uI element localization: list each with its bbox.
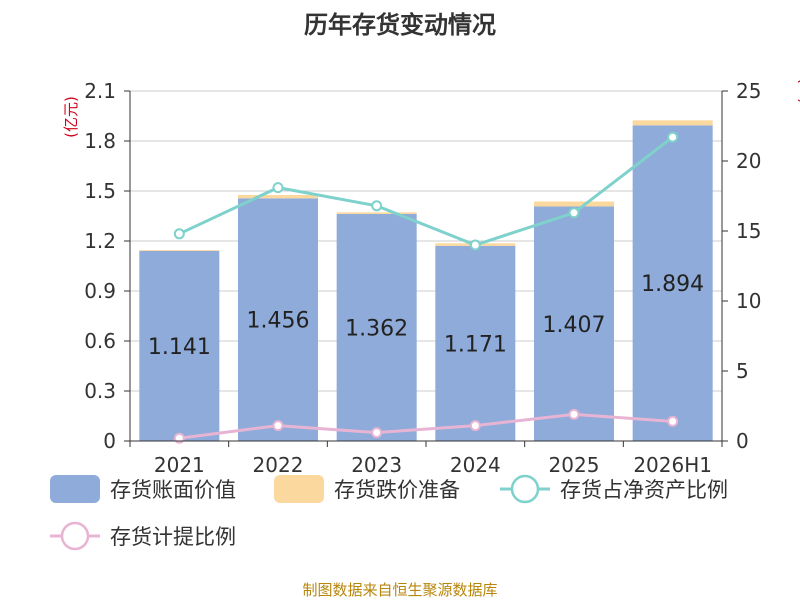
bar-impairment-reserve xyxy=(139,250,220,251)
line-provision-ratio xyxy=(179,412,673,440)
bar-value-label: 1.407 xyxy=(543,313,606,338)
bar-impairment-reserve xyxy=(632,120,713,126)
left-tick-label: 2.1 xyxy=(84,79,116,103)
point-inventory-to-net-assets xyxy=(173,228,185,240)
point-provision-ratio xyxy=(469,420,481,432)
bar-impairment-reserve xyxy=(238,195,318,199)
left-tick-label: 0.9 xyxy=(84,279,116,303)
left-tick-label: 0.3 xyxy=(84,379,116,403)
left-tick-label: 0.6 xyxy=(84,329,116,353)
bar-book-value xyxy=(139,250,220,441)
point-inventory-to-net-assets xyxy=(371,200,383,212)
bar-value-label: 1.171 xyxy=(444,332,507,357)
legend-label: 存货计提比例 xyxy=(110,525,236,549)
x-tick-label: 2024 xyxy=(450,453,501,477)
gridlines xyxy=(130,90,722,442)
point-provision-ratio xyxy=(272,420,284,432)
left-tick-label: 0 xyxy=(103,429,116,453)
legend-label: 存货账面价值 xyxy=(110,478,236,502)
source-note: 制图数据来自恒生聚源数据库 xyxy=(302,581,497,599)
point-provision-ratio xyxy=(173,432,185,444)
left-tick-label: 1.2 xyxy=(84,229,116,253)
legend-label: 存货占净资产比例 xyxy=(560,478,728,502)
point-inventory-to-net-assets xyxy=(272,182,284,194)
bar-impairment-reserve xyxy=(534,201,614,207)
legend-marker xyxy=(510,474,540,504)
left-tick-label: 1.5 xyxy=(84,179,116,203)
right-tick-label: 0 xyxy=(736,429,749,453)
bar-book-value xyxy=(632,125,713,441)
legend-swatch xyxy=(50,475,100,503)
right-tick-label: 15 xyxy=(736,219,761,243)
bar-value-label: 1.141 xyxy=(148,335,211,360)
legend-marker xyxy=(60,521,90,551)
line-series xyxy=(173,131,679,444)
x-tick-label: 2025 xyxy=(549,453,600,477)
x-tick-label: 2022 xyxy=(253,453,304,477)
point-inventory-to-net-assets xyxy=(568,207,580,219)
bar-value-label: 1.456 xyxy=(247,309,310,334)
right-axis-unit: (%) xyxy=(796,78,800,104)
bar-value-label: 1.894 xyxy=(641,272,704,297)
bar-book-value xyxy=(534,206,614,441)
bar-impairment-reserve xyxy=(336,212,417,214)
right-tick-label: 25 xyxy=(736,79,761,103)
bar-book-value xyxy=(435,245,516,441)
legend-label: 存货跌价准备 xyxy=(334,478,460,502)
x-tick-label: 2026H1 xyxy=(633,453,712,477)
right-tick-label: 5 xyxy=(736,359,749,383)
point-inventory-to-net-assets xyxy=(469,239,481,251)
legend-swatch xyxy=(274,475,324,503)
bar-value-label: 1.362 xyxy=(345,317,408,342)
x-tick-label: 2023 xyxy=(351,453,402,477)
bar-series: 1.141 1.456 1.362 1.171 1.407 1.894 xyxy=(139,120,713,441)
point-provision-ratio xyxy=(568,408,580,420)
bar-book-value xyxy=(238,198,318,441)
line-inventory-to-net-assets xyxy=(178,136,674,247)
chart-title: 历年存货变动情况 xyxy=(304,11,496,39)
point-provision-ratio xyxy=(667,415,679,427)
left-axis-unit: (亿元) xyxy=(62,96,80,138)
left-tick-label: 1.8 xyxy=(84,129,116,153)
x-tick-label: 2021 xyxy=(154,453,205,477)
point-inventory-to-net-assets xyxy=(667,131,679,143)
right-tick-label: 10 xyxy=(736,289,761,313)
point-provision-ratio xyxy=(371,427,383,439)
right-tick-label: 20 xyxy=(736,149,761,173)
bar-book-value xyxy=(336,214,417,441)
